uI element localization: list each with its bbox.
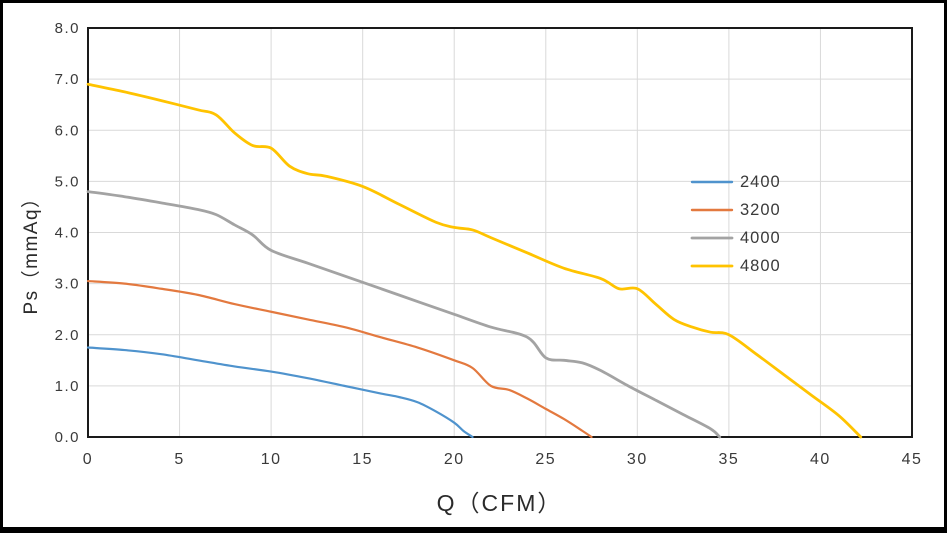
svg-text:20: 20 bbox=[444, 451, 465, 468]
svg-text:4.0: 4.0 bbox=[55, 225, 80, 242]
svg-text:0.0: 0.0 bbox=[55, 429, 80, 446]
svg-text:5: 5 bbox=[174, 451, 184, 468]
svg-text:15: 15 bbox=[352, 451, 373, 468]
svg-text:7.0: 7.0 bbox=[55, 71, 80, 88]
svg-text:30: 30 bbox=[627, 451, 648, 468]
svg-text:6.0: 6.0 bbox=[55, 122, 80, 139]
svg-text:25: 25 bbox=[535, 451, 556, 468]
svg-text:1.0: 1.0 bbox=[55, 378, 80, 395]
svg-text:5.0: 5.0 bbox=[55, 173, 80, 190]
svg-text:8.0: 8.0 bbox=[55, 20, 80, 37]
svg-text:35: 35 bbox=[718, 451, 739, 468]
svg-text:45: 45 bbox=[902, 451, 923, 468]
svg-text:40: 40 bbox=[810, 451, 831, 468]
svg-text:3.0: 3.0 bbox=[55, 276, 80, 293]
svg-text:0: 0 bbox=[83, 451, 93, 468]
svg-text:2.0: 2.0 bbox=[55, 327, 80, 344]
svg-text:10: 10 bbox=[261, 451, 282, 468]
